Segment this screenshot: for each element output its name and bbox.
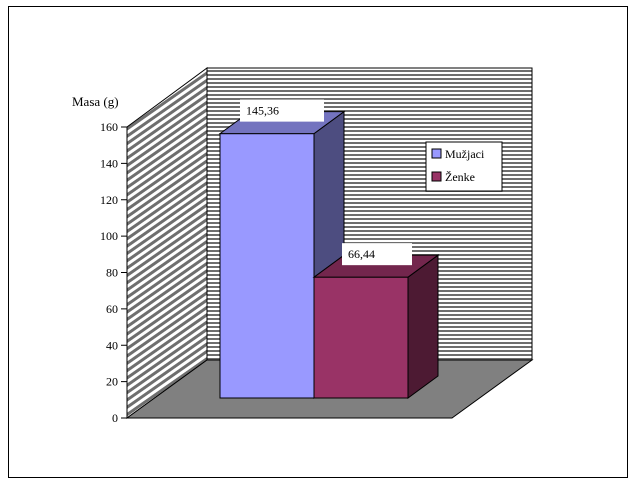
y-tick-label: 60 <box>106 302 118 316</box>
bars <box>218 110 440 399</box>
data-label-box <box>342 243 412 266</box>
legend-label-muzjaci: Mužjaci <box>445 147 485 161</box>
y-tick-label: 120 <box>100 193 118 207</box>
side-wall <box>126 67 208 419</box>
y-tick-label: 20 <box>106 375 118 389</box>
bar-side-face <box>407 254 439 399</box>
y-tick-label: 140 <box>100 156 118 170</box>
bar-zenke <box>312 254 440 399</box>
data-label-zenke: 66,44 <box>342 243 412 266</box>
legend-swatch-muzjaci <box>431 148 442 159</box>
data-label-text: 145,36 <box>246 104 279 118</box>
y-tick-label: 40 <box>106 338 118 352</box>
y-tick-label: 80 <box>106 266 118 280</box>
bar-front-face <box>313 276 409 399</box>
data-label-muzjaci: 145,36 <box>240 99 324 122</box>
y-axis-label: Masa (g) <box>72 94 119 109</box>
legend-swatch-zenke <box>431 171 442 182</box>
legend-box <box>425 141 503 192</box>
bar-front-face <box>219 133 315 399</box>
y-tick-label: 160 <box>100 120 118 134</box>
data-label-box <box>240 99 324 122</box>
y-tick-label: 100 <box>100 229 118 243</box>
legend-label-zenke: Ženke <box>445 170 475 184</box>
data-labels: 145,36 66,44 <box>240 99 412 266</box>
data-label-text: 66,44 <box>348 247 375 261</box>
y-tick-label: 0 <box>112 411 118 425</box>
y-axis-ticks: 0 20 40 60 80 100 120 140 160 <box>100 120 127 425</box>
legend: Mužjaci Ženke <box>425 141 503 192</box>
